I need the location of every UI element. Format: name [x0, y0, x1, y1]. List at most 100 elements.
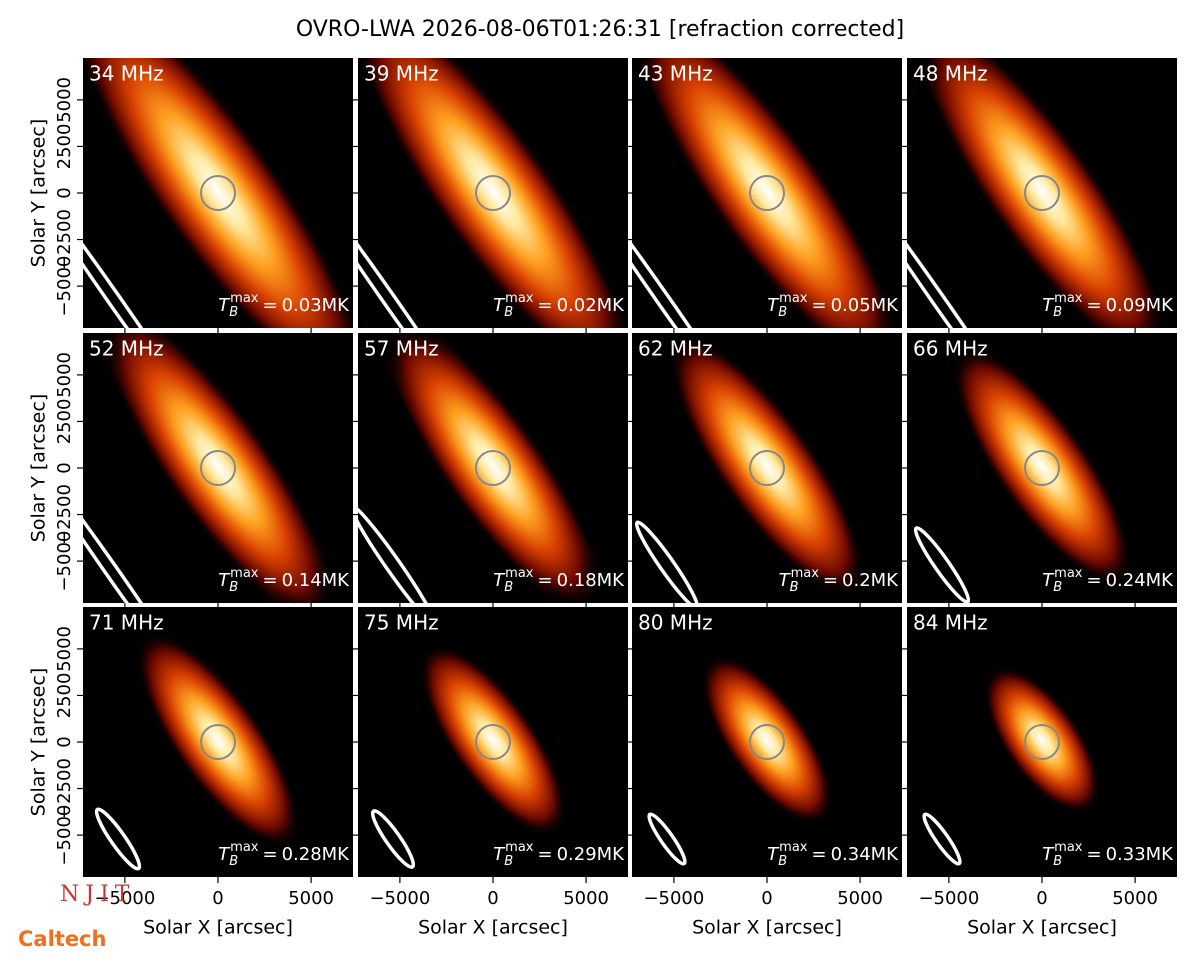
tmax-symbol: T	[779, 570, 792, 591]
tmax-value: 0.05	[831, 295, 871, 316]
beam	[370, 809, 416, 869]
panel	[83, 58, 353, 328]
tmax-unit: MK	[1146, 295, 1175, 316]
panel	[907, 58, 1177, 328]
tmax-value: 0.33	[1106, 844, 1146, 865]
tmax-symbol: T	[493, 295, 506, 316]
tmax-sup: max	[505, 291, 534, 306]
frequency-label: 52 MHz	[89, 337, 164, 361]
tmax-relation: =	[262, 295, 277, 316]
beam	[922, 812, 962, 866]
x-tick-label: 5000	[837, 888, 883, 909]
tmax-value: 0.18	[557, 570, 597, 591]
tmax-relation: =	[823, 570, 838, 591]
x-tick-label: −5000	[643, 888, 704, 909]
frequency-label: 75 MHz	[364, 611, 439, 635]
x-axis-label: Solar X [arcsec]	[418, 917, 568, 939]
emission	[920, 58, 1164, 328]
tmax-sub: B	[229, 854, 238, 869]
tmax-value: 0.29	[557, 844, 597, 865]
tmax-sub: B	[1053, 580, 1062, 595]
tmax-value: 0.03	[282, 295, 322, 316]
tmax-unit: MK	[597, 570, 626, 591]
solar-disk	[1024, 450, 1060, 486]
tmax-sup: max	[505, 566, 534, 581]
frequency-label: 43 MHz	[638, 62, 713, 86]
solar-disk	[475, 450, 511, 486]
tmax-relation: =	[262, 570, 277, 591]
panel	[632, 58, 902, 328]
tmax-label: TBmax = 0.34MK	[767, 840, 899, 869]
tmax-sub: B	[1053, 305, 1062, 320]
x-tick-label: 5000	[1112, 888, 1158, 909]
y-tick-label: 5000	[54, 77, 75, 123]
frequency-label: 84 MHz	[913, 611, 988, 635]
y-tick-label: 5000	[54, 352, 75, 398]
frequency-label: 39 MHz	[364, 62, 439, 86]
emission	[104, 333, 332, 603]
tmax-value: 0.14	[282, 570, 322, 591]
tmax-symbol: T	[1042, 844, 1055, 865]
solar-disk	[749, 175, 785, 211]
panel	[358, 58, 628, 328]
x-tick-label: −5000	[94, 888, 155, 909]
tmax-relation: =	[811, 295, 826, 316]
tmax-sub: B	[778, 854, 787, 869]
tmax-symbol: T	[493, 844, 506, 865]
tmax-unit: MK	[597, 844, 626, 865]
tmax-value: 0.28	[282, 844, 322, 865]
solar-disk	[200, 724, 236, 760]
tmax-label: TBmax = 0.09MK	[1042, 291, 1174, 320]
x-tick-label: −5000	[918, 888, 979, 909]
tmax-sub: B	[1053, 854, 1062, 869]
tmax-relation: =	[1086, 844, 1101, 865]
x-axis-label: Solar X [arcsec]	[967, 917, 1117, 939]
tmax-sup: max	[230, 566, 259, 581]
figure-title: OVRO-LWA 2026-08-06T01:26:31 [refraction…	[296, 17, 904, 42]
tmax-unit: MK	[871, 295, 900, 316]
y-axis-label: Solar Y [arcsec]	[28, 668, 50, 816]
solar-disk	[1024, 175, 1060, 211]
panel	[358, 333, 628, 603]
panel	[632, 333, 902, 603]
y-tick-label: −5000	[54, 805, 75, 866]
tmax-relation: =	[537, 844, 552, 865]
frequency-label: 62 MHz	[638, 337, 713, 361]
beam	[358, 504, 437, 603]
tmax-sub: B	[229, 305, 238, 320]
x-axis-label: Solar X [arcsec]	[692, 917, 842, 939]
tmax-sup: max	[791, 566, 820, 581]
y-tick-label: −5000	[54, 256, 75, 317]
tmax-label: TBmax = 0.03MK	[218, 291, 350, 320]
tmax-sub: B	[504, 854, 513, 869]
panel	[907, 607, 1177, 877]
beam	[358, 173, 476, 328]
x-tick-label: −5000	[369, 888, 430, 909]
tmax-sup: max	[1054, 566, 1083, 581]
tmax-unit: MK	[322, 570, 351, 591]
solar-disk	[200, 450, 236, 486]
tmax-unit: MK	[1146, 844, 1175, 865]
y-tick-label: 0	[54, 462, 75, 473]
tmax-value: 0.02	[557, 295, 597, 316]
tmax-sup: max	[779, 840, 808, 855]
y-tick-label: 0	[54, 736, 75, 747]
tmax-value: 0.24	[1106, 570, 1146, 591]
x-axis-label: Solar X [arcsec]	[143, 917, 293, 939]
emission	[700, 654, 834, 826]
beam	[83, 456, 196, 603]
x-tick-label: 0	[487, 888, 498, 909]
tmax-label: TBmax = 0.29MK	[493, 840, 625, 869]
tmax-sup: max	[1054, 840, 1083, 855]
tmax-value: 0.2	[842, 570, 871, 591]
logo: NJIT	[60, 882, 135, 907]
beam	[647, 812, 687, 866]
tmax-value: 0.34	[831, 844, 871, 865]
emission	[952, 346, 1132, 586]
solar-disk	[749, 724, 785, 760]
y-tick-label: 2500	[54, 673, 75, 719]
frequency-label: 80 MHz	[638, 611, 713, 635]
y-tick-label: −5000	[54, 531, 75, 592]
solar-disk	[749, 450, 785, 486]
emission	[419, 643, 567, 837]
